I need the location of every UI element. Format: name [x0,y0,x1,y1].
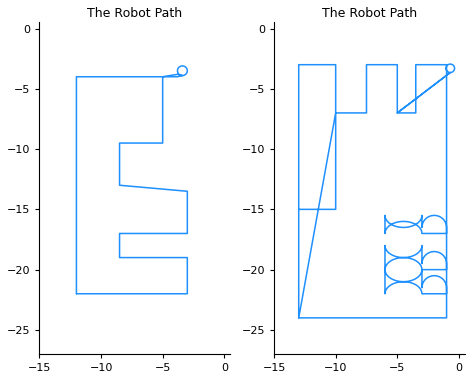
Title: The Robot Path: The Robot Path [322,7,417,20]
Title: The Robot Path: The Robot Path [87,7,183,20]
